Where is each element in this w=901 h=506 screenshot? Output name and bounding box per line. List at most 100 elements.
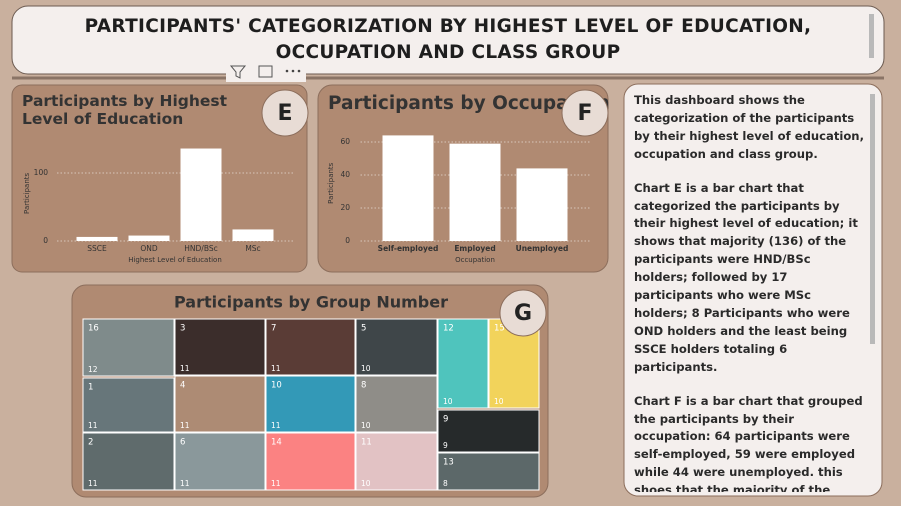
cell-label: 5 xyxy=(361,324,366,334)
badge xyxy=(499,289,547,337)
more-icon[interactable] xyxy=(285,69,289,73)
y-axis-title: Participants xyxy=(23,172,31,213)
visual-toolbar[interactable] xyxy=(226,60,306,82)
cell-label: 11 xyxy=(361,438,372,448)
y-tick-label: 0 xyxy=(345,236,350,245)
cell-label: 4 xyxy=(180,381,185,391)
treemap-cell xyxy=(82,318,175,377)
cell-label: 13 xyxy=(443,458,454,468)
x-tick-label: Employed xyxy=(454,244,495,253)
y-tick-label: 0 xyxy=(43,236,48,245)
cell-label: 9 xyxy=(443,415,448,425)
bar xyxy=(180,148,222,241)
treemap-cell xyxy=(174,318,266,376)
cell-value: 10 xyxy=(361,364,371,373)
badge xyxy=(561,89,609,137)
cell-label: 8 xyxy=(361,381,366,391)
more-icon[interactable] xyxy=(291,69,295,73)
chart-title: Participants by Group Number xyxy=(174,293,448,312)
cell-value: 11 xyxy=(271,421,281,430)
cell-label: 7 xyxy=(271,324,276,334)
cell-value: 11 xyxy=(180,479,190,488)
treemap-cell xyxy=(265,432,356,491)
x-tick-label: Self-employed xyxy=(378,244,439,253)
cell-label: 1 xyxy=(88,383,93,393)
cell-label: 2 xyxy=(88,438,93,448)
cell-label: 10 xyxy=(271,381,282,391)
cell-label: 3 xyxy=(180,324,185,334)
x-tick-label: Unemployed xyxy=(516,244,569,253)
paragraph: Chart F is a bar chart that grouped the … xyxy=(634,393,863,492)
cell-value: 10 xyxy=(443,397,453,406)
focus-icon[interactable] xyxy=(258,65,273,78)
scrollbar xyxy=(869,14,874,58)
chart-title-line: Level of Education xyxy=(22,109,183,127)
cell-value: 11 xyxy=(271,479,281,488)
cell-value: 9 xyxy=(443,441,448,450)
chart-title: Participants by Occupation xyxy=(328,93,610,114)
badge-letter: G xyxy=(514,301,532,326)
x-tick-label: OND xyxy=(140,244,158,253)
y-tick-label: 40 xyxy=(340,170,350,179)
treemap-cell xyxy=(82,377,175,433)
x-tick-label: MSc xyxy=(245,244,260,253)
treemap-cell xyxy=(265,318,356,376)
title-box xyxy=(11,5,885,75)
bar xyxy=(449,143,501,241)
bar xyxy=(516,168,568,241)
cell-value: 11 xyxy=(271,364,281,373)
cell-value: 11 xyxy=(180,364,190,373)
dashboard-title: PARTICIPANTS' CATEGORIZATION BY HIGHEST … xyxy=(84,16,812,63)
badge-letter: E xyxy=(277,101,292,126)
cell-value: 11 xyxy=(88,479,98,488)
treemap-cell xyxy=(437,452,540,491)
cell-label: 14 xyxy=(271,438,282,448)
cell-label: 12 xyxy=(443,324,454,334)
treemap-cell xyxy=(174,375,266,433)
cell-value: 8 xyxy=(443,479,448,488)
treemap-cell xyxy=(355,432,438,491)
paragraph: Chart E is a bar chart that categorized … xyxy=(634,180,858,374)
y-axis-title: Participants xyxy=(327,162,335,203)
scrollbar xyxy=(870,94,875,344)
x-axis-title: Occupation xyxy=(455,256,495,264)
cell-value: 10 xyxy=(361,421,371,430)
text-panel-box xyxy=(623,83,883,497)
treemap-cell xyxy=(355,318,438,376)
x-tick-label: SSCE xyxy=(87,244,107,253)
cell-value: 10 xyxy=(494,397,504,406)
treemap-cell xyxy=(437,318,489,409)
text-panel: This dashboard shows the categorization … xyxy=(634,92,866,492)
treemap-cell xyxy=(174,432,266,491)
y-tick-label: 60 xyxy=(340,137,350,146)
more-icon[interactable] xyxy=(297,69,301,73)
cell-value: 11 xyxy=(88,421,98,430)
cell-value: 11 xyxy=(180,421,190,430)
y-tick-label: 20 xyxy=(340,203,350,212)
cell-label: 16 xyxy=(88,324,99,334)
treemap-cell xyxy=(265,375,356,433)
treemap-cell xyxy=(355,375,438,433)
paragraph: This dashboard shows the categorization … xyxy=(634,93,864,161)
bar xyxy=(76,236,118,241)
badge-letter: F xyxy=(577,101,592,126)
x-tick-label: HND/BSc xyxy=(184,244,217,253)
cell-label: 15 xyxy=(494,324,505,334)
badge xyxy=(261,89,309,137)
treemap-cell xyxy=(437,409,540,453)
cell-value: 12 xyxy=(88,365,98,374)
cell-value: 10 xyxy=(361,479,371,488)
bar xyxy=(128,235,170,241)
cell-label: 6 xyxy=(180,438,185,448)
treemap-cell xyxy=(82,432,175,491)
bar xyxy=(232,229,274,241)
bar xyxy=(382,135,434,241)
filter-icon[interactable] xyxy=(229,65,247,79)
chart-title-line: Participants by Highest xyxy=(22,92,228,110)
y-tick-label: 100 xyxy=(34,168,49,177)
chart-title: Participants by Highest Level of Educatio… xyxy=(22,92,228,128)
x-axis-title: Highest Level of Education xyxy=(128,256,222,264)
chart-e-panel xyxy=(11,84,308,273)
